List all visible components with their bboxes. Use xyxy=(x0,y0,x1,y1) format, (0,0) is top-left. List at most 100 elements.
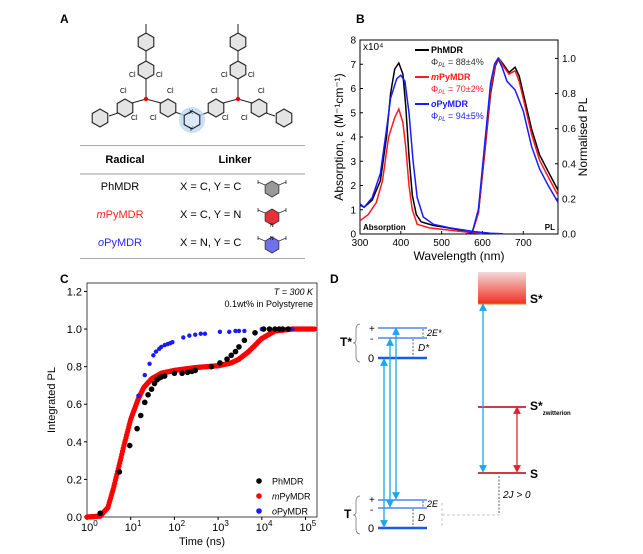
qy-subscript: PL xyxy=(438,117,445,123)
data-point-opymdr xyxy=(170,340,175,345)
data-point-phmdr xyxy=(148,386,155,392)
data-point-opymdr xyxy=(193,332,198,337)
aryl-ring xyxy=(229,60,247,80)
legend-quantum-yield: ΦPL = 88±4% xyxy=(431,57,484,69)
y-tick-label: 0.8 xyxy=(67,362,82,374)
bond xyxy=(265,112,276,117)
qy-subscript: PL xyxy=(438,90,445,96)
data-point-phmdr xyxy=(208,363,215,370)
legend-label: PhMDR xyxy=(431,45,463,55)
chlorine-label: Cl xyxy=(258,88,265,95)
y-tick-label: 5 xyxy=(350,108,356,119)
ring xyxy=(264,180,280,198)
table-linker-1: X = C, Y = N xyxy=(180,209,242,221)
s-zw-base: S* xyxy=(530,399,543,413)
legend-marker xyxy=(256,493,262,499)
ring-nitrogen-label: N xyxy=(270,223,274,229)
data-point-phmdr xyxy=(279,326,286,332)
x-tick-label: 105 xyxy=(300,519,317,534)
y-tick-label: 7 xyxy=(350,60,356,71)
bond xyxy=(145,98,162,104)
data-point-phmdr xyxy=(217,360,223,366)
tick-base: 10 xyxy=(81,522,93,534)
y-tick-label: 1.2 xyxy=(67,286,82,298)
y-tick-label: 0.6 xyxy=(67,399,82,411)
tick-exponent: 0 xyxy=(93,519,98,528)
chlorine-label: Cl xyxy=(167,88,174,95)
aryl-ring xyxy=(207,98,225,118)
table-top-rule xyxy=(80,145,305,146)
legend-quantum-yield: ΦPL = 94±5% xyxy=(431,111,484,123)
qy-subscript: PL xyxy=(438,63,445,69)
y-tick-label: 3 xyxy=(350,157,356,168)
data-point-opymdr xyxy=(233,328,238,334)
legend-label: oPyMDR xyxy=(431,99,469,109)
s-star-band xyxy=(478,272,526,304)
ring xyxy=(264,236,280,254)
chlorine-label: Cl xyxy=(129,72,136,79)
data-point-phmdr xyxy=(134,425,140,432)
table-header-linker: Linker xyxy=(218,154,252,166)
aryl-ring xyxy=(116,98,134,118)
radical-center-dot xyxy=(143,96,149,102)
ring xyxy=(264,208,280,226)
qy-symbol: Φ xyxy=(431,57,438,67)
data-point-mpymdr xyxy=(311,326,318,332)
data-point-phmdr xyxy=(266,326,273,332)
data-point-phmdr xyxy=(260,326,267,332)
t-star-zero-label: 0 xyxy=(368,353,374,365)
radical-center-dot xyxy=(235,96,241,102)
t-minus-label: - xyxy=(370,505,373,516)
x-tick-label: 400 xyxy=(392,238,409,249)
table-linker-2: X = N, Y = C xyxy=(180,237,242,249)
data-point-opymdr xyxy=(227,329,232,335)
x-tick-label: 300 xyxy=(352,238,369,249)
data-point-opymdr xyxy=(217,329,223,335)
aryl-ring xyxy=(250,98,268,118)
qy-symbol: Φ xyxy=(431,111,438,121)
y-right-axis-label: Normalised PL xyxy=(576,97,590,176)
legend-label: mPyMDR xyxy=(431,72,471,82)
t-star-brace xyxy=(352,323,361,363)
two-e-label: 2E xyxy=(426,499,439,509)
legend-marker xyxy=(256,508,262,514)
d-star-label: D* xyxy=(418,343,430,354)
x-tick-label: 101 xyxy=(125,519,142,534)
tick-base: 10 xyxy=(212,522,224,534)
table-header-radical: Radical xyxy=(105,154,145,166)
data-point-phmdr xyxy=(228,352,235,359)
plot-frame xyxy=(86,282,318,518)
tick-exponent: 5 xyxy=(312,519,317,528)
s-zwitterion-label: S*zwitterion xyxy=(530,399,571,417)
linker-ring-icon xyxy=(257,180,287,198)
table-radical-0: PhMDR xyxy=(80,181,160,193)
qy-symbol: Φ xyxy=(431,84,438,94)
y-right-tick-label: 0.0 xyxy=(562,230,576,241)
data-point-phmdr xyxy=(161,373,168,379)
x-tick-label: 103 xyxy=(212,519,229,534)
s-zw-subscript: zwitterion xyxy=(543,411,571,417)
ring-bond xyxy=(257,180,287,186)
y-right-tick-label: 0.2 xyxy=(562,194,576,205)
y-tick-label: 0.2 xyxy=(67,474,82,486)
legend-name: PyMDR xyxy=(437,99,469,109)
ring-bond xyxy=(257,208,287,214)
legend-name: PyMDR xyxy=(439,72,471,82)
y-tick-label: 6 xyxy=(350,84,356,95)
y-axis-label: Absorption, ε (M⁻¹cm⁻¹) xyxy=(332,73,346,200)
t-star-label: T* xyxy=(340,335,352,349)
data-point-opymdr xyxy=(151,353,156,358)
d-label: D xyxy=(418,513,425,524)
legend-label: oPyMDR xyxy=(272,507,309,517)
chlorine-label: Cl xyxy=(222,115,229,122)
mesityl-ring xyxy=(91,108,109,128)
exchange-label: 2J > 0 xyxy=(502,490,531,501)
data-point-opymdr xyxy=(290,326,295,332)
tick-base: 10 xyxy=(168,522,180,534)
chlorine-label: Cl xyxy=(156,72,163,79)
data-point-phmdr xyxy=(232,348,239,355)
ring-bond xyxy=(257,236,287,242)
panel-label-a: A xyxy=(60,12,69,26)
